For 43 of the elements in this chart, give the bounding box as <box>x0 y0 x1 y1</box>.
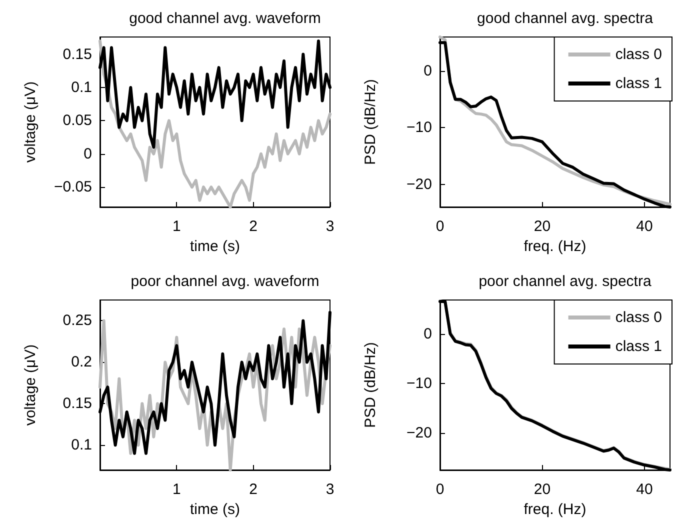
x-tick-label: 3 <box>326 218 334 235</box>
y-tick-label: −10 <box>406 119 432 136</box>
x-axis-title: freq. (Hz) <box>524 501 586 518</box>
legend-label: class 1 <box>615 338 662 355</box>
y-tick-label: 0.1 <box>71 78 92 96</box>
x-axis-title: freq. (Hz) <box>524 238 586 255</box>
y-tick-label: 0.2 <box>71 354 92 371</box>
chart-title: poor channel avg. spectra <box>478 273 652 290</box>
y-tick-label: 0.05 <box>62 112 92 130</box>
x-tick-label: 20 <box>534 218 551 235</box>
y-tick-label: −10 <box>406 375 432 392</box>
legend-label: class 1 <box>615 75 662 92</box>
chart-title: good channel avg. spectra <box>477 10 654 27</box>
x-tick-label: 2 <box>249 481 258 498</box>
x-tick-label: 1 <box>172 218 181 235</box>
x-tick-label: 40 <box>636 481 653 498</box>
y-axis-title: PSD (dB/Hz) <box>362 79 379 165</box>
y-tick-label: 0.1 <box>71 436 92 454</box>
y-axis-title: voltage (μV) <box>22 344 39 426</box>
y-tick-label: 0.15 <box>62 46 92 63</box>
y-tick-label: 0 <box>424 62 432 80</box>
x-axis-title: time (s) <box>190 501 240 518</box>
y-tick-label: −0.05 <box>54 178 92 196</box>
x-tick-label: 0 <box>436 481 444 498</box>
y-axis-title: voltage (μV) <box>22 81 39 163</box>
x-tick-label: 2 <box>249 218 258 235</box>
chart-title: good channel avg. waveform <box>129 10 321 27</box>
y-tick-label: −20 <box>406 176 432 193</box>
x-tick-label: 20 <box>534 481 551 498</box>
x-tick-label: 1 <box>172 481 181 498</box>
x-tick-label: 3 <box>326 481 334 498</box>
x-tick-label: 0 <box>436 218 444 235</box>
legend-label: class 0 <box>615 309 662 326</box>
y-tick-label: 0.15 <box>62 395 92 412</box>
y-tick-label: 0 <box>424 325 432 342</box>
y-axis-title: PSD (dB/Hz) <box>362 342 379 428</box>
y-tick-label: −20 <box>406 424 432 442</box>
x-tick-label: 40 <box>636 218 653 235</box>
y-tick-label: 0 <box>84 145 92 162</box>
x-axis-title: time (s) <box>190 238 240 255</box>
chart-title: poor channel avg. waveform <box>130 273 320 290</box>
y-tick-label: 0.25 <box>62 312 92 330</box>
legend-label: class 0 <box>615 46 662 63</box>
